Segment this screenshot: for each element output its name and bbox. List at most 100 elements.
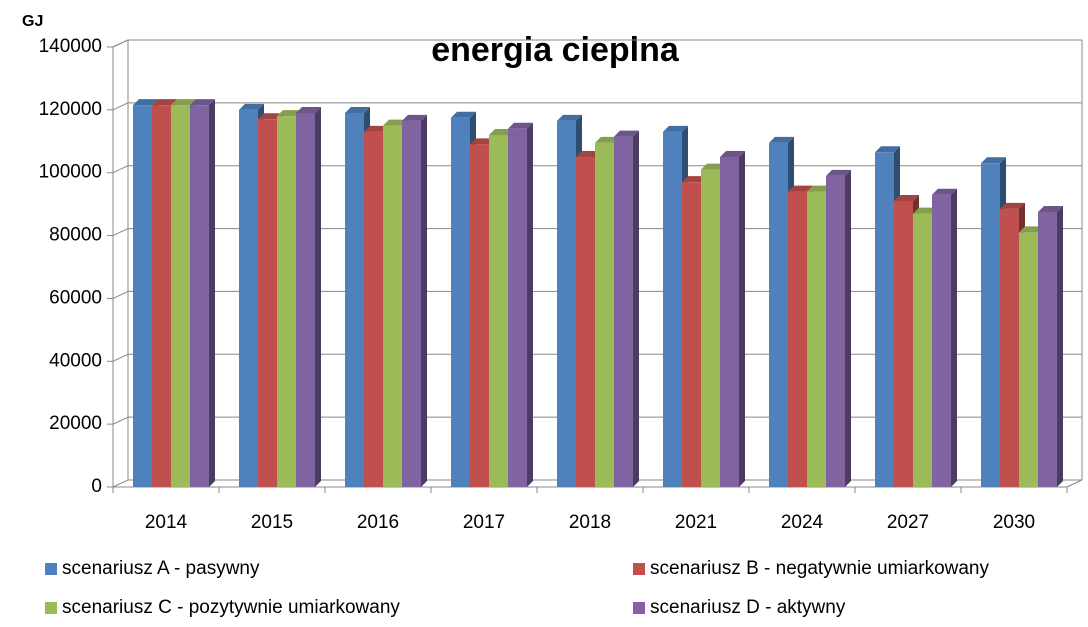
bar-top [595,136,620,143]
bar [152,105,171,488]
y-tick-label: 80000 [49,225,102,246]
bar-top [932,188,957,195]
bar [489,135,508,487]
bar [402,120,421,487]
legend-swatch [633,602,645,614]
bar-top [769,136,794,143]
bar-top [701,163,726,170]
x-tick-label: 2030 [993,512,1035,533]
bar [576,157,595,487]
grid-line-side [112,479,129,488]
bar [296,113,315,487]
bar [239,109,258,487]
bar-top [826,169,851,176]
floor-right [1066,479,1083,488]
bar-top [171,99,196,106]
x-tick-label: 2014 [145,512,188,533]
bar-top [152,99,177,106]
legend-label: scenariusz D - aktywny [650,597,846,618]
bar [807,191,826,488]
bar-side [209,99,215,488]
chart-title: energia cieplna [431,31,680,69]
bar [932,194,951,487]
x-tick-label: 2018 [569,512,611,533]
x-tick-label: 2027 [887,512,929,533]
bar-top [614,130,639,137]
bar [788,191,807,488]
bar-top [788,185,813,192]
bar [595,142,614,487]
legend-swatch [45,563,57,575]
grid-line-side [112,353,129,362]
grid-line-side [112,39,129,48]
bar-top [1000,202,1025,209]
bar [894,201,913,487]
bar-top [345,107,370,113]
bar [826,175,845,487]
bar-side [951,188,957,487]
x-tick-label: 2015 [251,512,293,533]
bar-top [258,113,283,120]
bar-top [383,119,408,126]
x-tick-label: 2024 [781,512,824,533]
bar-top [402,114,427,121]
bar-side [633,130,639,488]
bar-top [133,99,158,106]
bar [258,119,277,488]
bar-top [489,129,514,135]
bar-top [682,176,707,183]
bar-top [913,207,938,214]
bar [913,213,932,488]
grid-line-side [112,228,129,237]
bar-top [364,125,389,132]
bar [508,128,527,487]
bar [875,152,894,488]
grid-line-side [112,102,129,111]
bar-top [239,103,264,110]
y-tick-label: 140000 [39,36,102,57]
bar [682,182,701,487]
legend-label: scenariusz B - negatywnie umiarkowany [650,558,989,579]
y-tick-label: 0 [91,476,102,497]
legend-swatch [633,563,645,575]
bar [1038,212,1057,487]
grid-line-side [112,416,129,425]
bar [345,113,364,487]
bar [190,105,209,488]
bar-top [894,195,919,201]
bar-top [720,151,745,157]
x-tick-label: 2021 [675,512,717,533]
bar [557,120,576,487]
bar [769,142,788,487]
bar-side [527,122,533,487]
bar-top [875,146,900,153]
bar-top [807,185,832,192]
legend-label: scenariusz A - pasywny [62,558,260,579]
bar [451,117,470,487]
bar [1019,232,1038,487]
legend-label: scenariusz C - pozytywnie umiarkowany [62,597,400,618]
bar [981,163,1000,488]
x-tick-label: 2016 [357,512,399,533]
bar-side [739,151,745,487]
bar-top [190,99,215,106]
bar-top [451,111,476,118]
bar [277,116,296,488]
bar [701,169,720,488]
bar-side [845,169,851,487]
bar-top [1019,226,1044,233]
y-tick-label: 120000 [39,99,102,120]
bar-top [1038,206,1063,212]
bar-top [277,110,302,117]
bar-top [663,125,688,132]
bar [171,105,190,488]
bar [614,136,633,488]
bar [364,131,383,487]
bar-top [508,122,533,129]
x-tick-label: 2017 [463,512,505,533]
bar [1000,208,1019,487]
y-axis-label: GJ [22,13,43,30]
bar-top [470,138,495,145]
bar-side [1057,206,1063,487]
